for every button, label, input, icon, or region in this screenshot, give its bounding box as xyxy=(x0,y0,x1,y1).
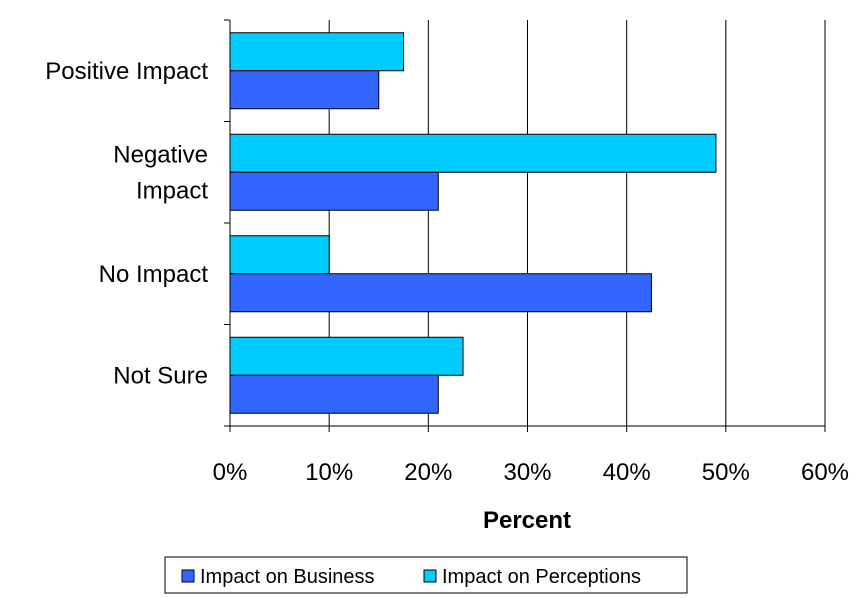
x-tick-label: 10% xyxy=(305,459,353,486)
x-axis-tick-labels: 0% 10% 20% 30% 40% 50% 60% xyxy=(213,426,849,486)
category-label: Positive Impact xyxy=(45,58,208,85)
x-tick-label: 40% xyxy=(603,459,651,486)
legend: Impact on Business Impact on Perceptions xyxy=(164,556,688,594)
x-tick-label: 50% xyxy=(702,459,750,486)
x-tick-label: 30% xyxy=(503,459,551,486)
category-label: Not Sure xyxy=(113,362,208,389)
x-tick-label: 0% xyxy=(213,459,248,486)
bar-business xyxy=(229,374,439,414)
y-axis-ticks xyxy=(224,19,230,427)
category-labels: Positive Impact Negative Impact No Impact No… xyxy=(45,58,208,390)
legend-swatch-business xyxy=(181,569,195,583)
bar-business xyxy=(229,171,439,211)
legend-label-perceptions: Impact on Perceptions xyxy=(442,566,641,588)
bar-perceptions xyxy=(229,32,405,72)
bar-business xyxy=(229,70,380,110)
category-label: Negative Impact xyxy=(113,141,208,204)
bar-perceptions xyxy=(229,336,464,376)
legend-swatch-perceptions xyxy=(423,569,437,583)
legend-label-business: Impact on Business xyxy=(200,566,375,588)
bar-perceptions xyxy=(229,235,330,275)
bar-perceptions xyxy=(229,133,717,173)
category-label: No Impact xyxy=(99,261,209,288)
bars xyxy=(229,32,717,414)
x-axis-title: Percent xyxy=(483,507,571,534)
bar-business xyxy=(229,273,652,313)
x-tick-label: 20% xyxy=(404,459,452,486)
x-tick-label: 60% xyxy=(801,459,849,486)
